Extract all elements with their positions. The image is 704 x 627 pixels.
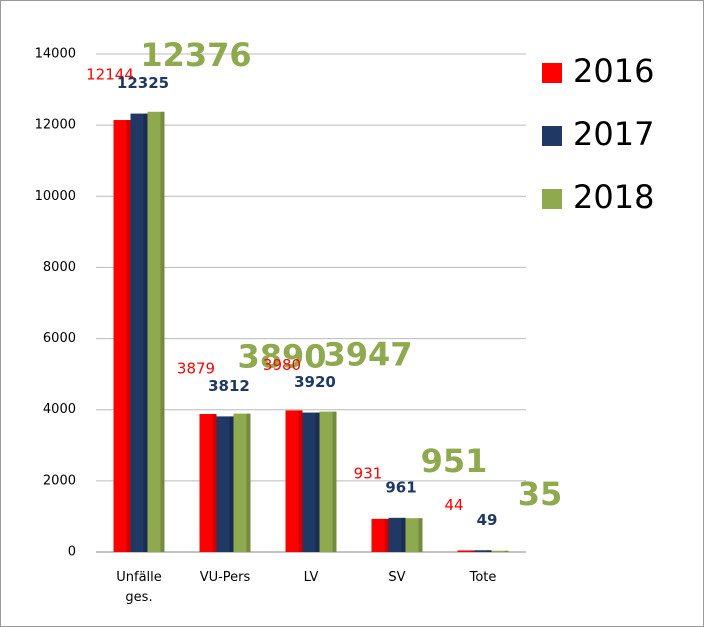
bar-shade (143, 113, 148, 552)
data-label: 35 (518, 475, 563, 513)
data-label: 3980 (263, 356, 301, 374)
y-tick-label: 2000 (43, 473, 76, 488)
bar (285, 410, 303, 552)
legend-label: 2016 (573, 52, 654, 90)
x-tick-label: Tote (469, 570, 497, 585)
bar-shade (160, 111, 165, 552)
x-tick-label: LV (303, 570, 319, 585)
bar (199, 414, 217, 552)
data-label: 49 (477, 511, 498, 529)
data-label: 44 (444, 496, 463, 514)
bar-shade (212, 414, 217, 552)
bar-shade (504, 550, 509, 552)
data-label: 12144 (86, 66, 134, 84)
data-label: 3947 (323, 336, 412, 374)
data-label: 3812 (208, 377, 250, 395)
data-label: 3890 (237, 338, 326, 376)
legend-label: 2018 (573, 178, 654, 216)
x-tick-label: SV (388, 570, 406, 585)
y-tick-label: 8000 (43, 260, 76, 275)
bar (216, 416, 234, 552)
data-label: 931 (354, 464, 383, 482)
bar-shade (418, 518, 423, 552)
bar (130, 113, 148, 552)
y-tick-label: 6000 (43, 331, 76, 346)
bar (147, 111, 165, 552)
bar (302, 412, 320, 552)
bar (474, 550, 492, 552)
data-label: 3920 (294, 373, 336, 391)
bar-shade (229, 416, 234, 552)
y-tick-label: 4000 (43, 402, 76, 417)
bar-shade (332, 411, 337, 552)
y-tick-label: 12000 (35, 118, 76, 133)
bar (319, 411, 337, 552)
data-label: 12376 (140, 36, 251, 74)
data-label: 951 (421, 442, 488, 480)
bar-shade (315, 412, 320, 552)
legend-label: 2017 (573, 115, 654, 153)
y-tick-label: 14000 (35, 47, 76, 62)
bar-shade (246, 413, 251, 552)
bar-shade (470, 550, 475, 552)
bar-shade (384, 518, 389, 552)
bar (233, 413, 251, 552)
bar-shade (126, 120, 131, 552)
x-tick-label: VU-Pers (199, 570, 251, 585)
bar (388, 517, 406, 552)
bar (113, 120, 131, 552)
x-tick-label: Unfälle ges. (116, 570, 162, 605)
bar-shade (487, 550, 492, 552)
y-tick-label: 10000 (35, 189, 76, 204)
data-label: 961 (385, 478, 416, 496)
bar-shade (298, 410, 303, 552)
bar (371, 518, 389, 552)
bar-shade (401, 517, 406, 552)
bar (405, 518, 423, 552)
legend-swatch (542, 63, 562, 83)
y-tick-label: 0 (68, 545, 76, 560)
bar (491, 550, 509, 552)
bar (457, 550, 475, 552)
data-label: 3879 (177, 360, 215, 378)
legend-swatch (542, 126, 562, 146)
data-label: 12325 (117, 74, 169, 92)
legend-swatch (542, 189, 562, 209)
